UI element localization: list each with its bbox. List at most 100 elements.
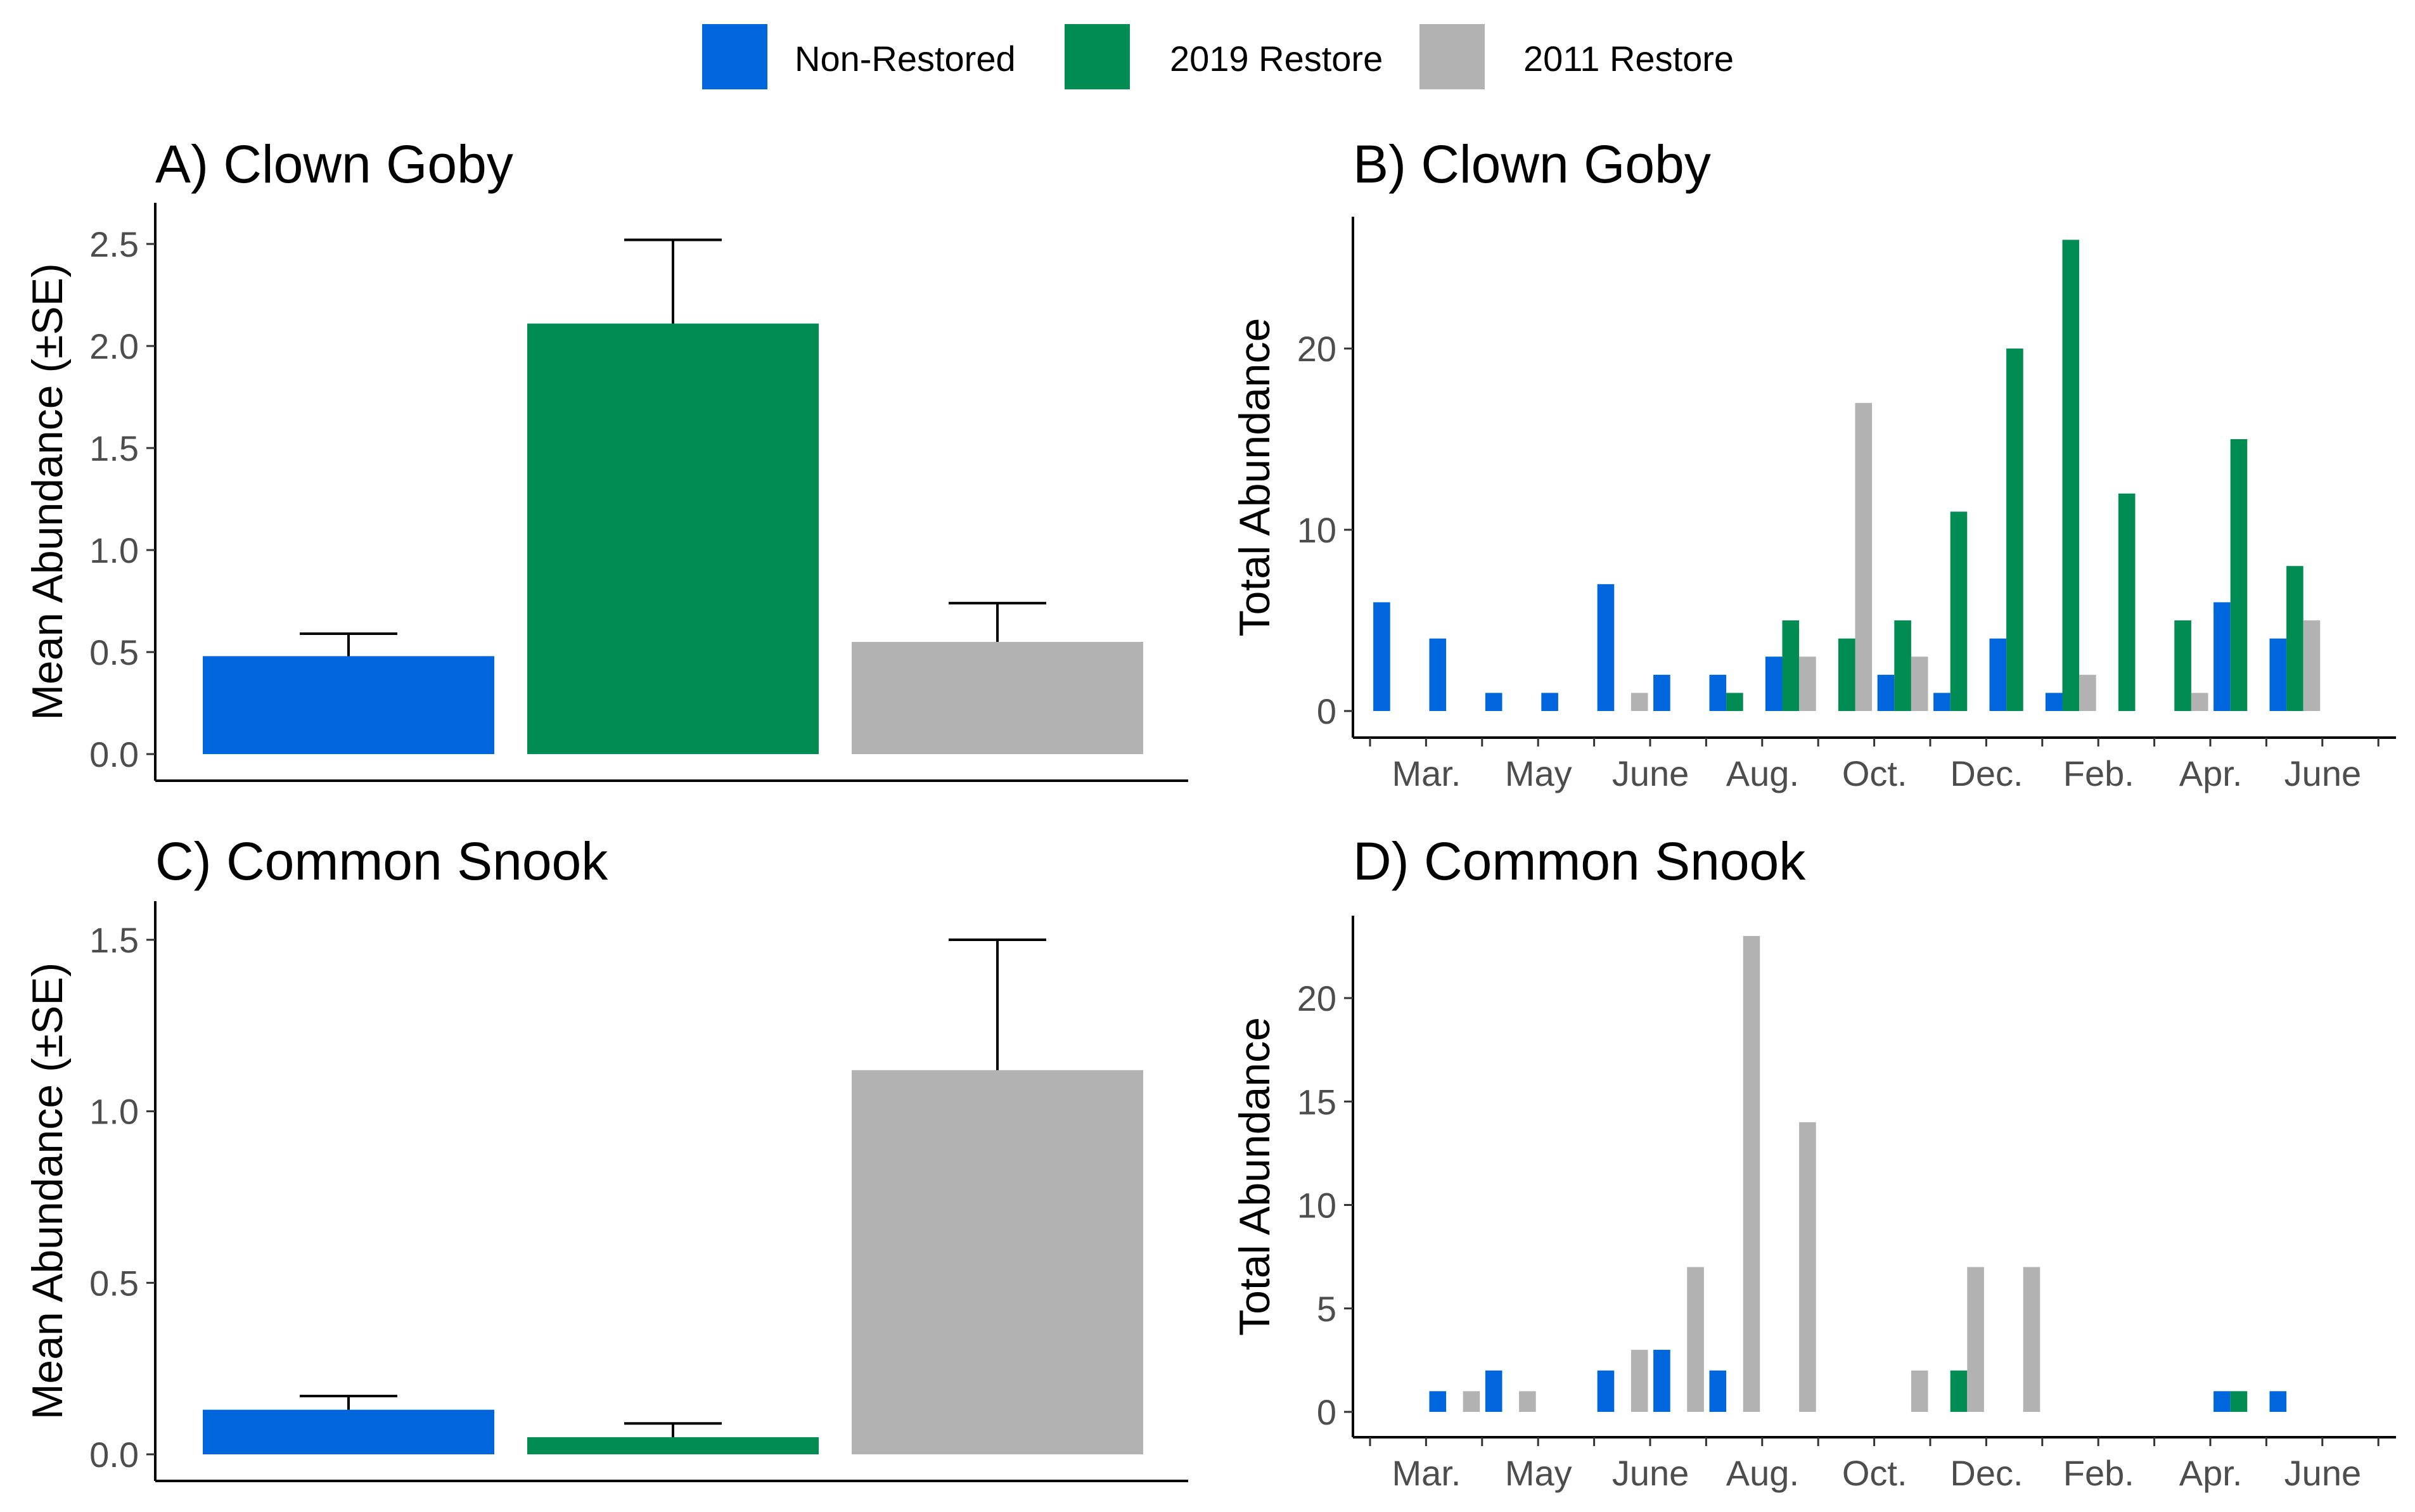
bar-b-m4-s0 xyxy=(1597,584,1615,711)
legend-label-2: 2011 Restore xyxy=(1523,39,1734,79)
bar-b-m15-s1 xyxy=(2230,439,2248,711)
bar-a-2 xyxy=(852,641,1143,754)
x-tick-label: Mar. xyxy=(1392,753,1461,793)
bar-b-m8-s2 xyxy=(1855,402,1873,711)
panel-a-clown-goby-mean: A) Clown Goby Mean Abundance (±SE) 0.0 0.5 1… xyxy=(23,134,1188,782)
bar-b-m14-s2 xyxy=(2191,693,2208,711)
y-tick-label: 0 xyxy=(1317,1392,1336,1432)
legend: Non-Restored 2019 Restore 2011 Restore xyxy=(702,24,1734,89)
x-tick-label: June xyxy=(2284,753,2361,793)
y-tick-label: 1.5 xyxy=(89,428,139,468)
bar-b-m10-s0 xyxy=(1933,693,1951,711)
bar-a-1 xyxy=(527,323,819,755)
x-tick-label: June xyxy=(1612,1453,1689,1493)
bar-b-m12-s0 xyxy=(2045,693,2063,711)
y-tick-label: 10 xyxy=(1297,1186,1336,1226)
panel-b-clown-goby-total: B) Clown Goby Total Abundance 0 10 20 Mar. May… xyxy=(1231,134,2396,793)
panel-d-common-snook-total: D) Common Snook Total Abundance 0 5 10 15 20 Ma… xyxy=(1231,831,2396,1493)
y-tick-label: 0.0 xyxy=(89,734,139,774)
bar-d-m6-s2 xyxy=(1743,936,1760,1412)
y-tick-label: 10 xyxy=(1297,510,1336,550)
y-tick-label: 1.0 xyxy=(89,1092,139,1132)
panel-c-title: C) Common Snook xyxy=(155,831,608,891)
x-tick-label: May xyxy=(1505,753,1572,793)
y-tick-label: 1.0 xyxy=(89,530,139,570)
bar-b-m16-s1 xyxy=(2286,566,2303,711)
legend-swatch-1 xyxy=(1065,24,1130,89)
bar-b-m9-s2 xyxy=(1911,657,1928,711)
bar-b-m16-s0 xyxy=(2269,638,2287,711)
bar-b-m7-s1 xyxy=(1782,620,1800,711)
bar-b-m11-s0 xyxy=(1989,638,2007,711)
y-tick-label: 5 xyxy=(1317,1289,1336,1329)
bar-d-m9-s2 xyxy=(1911,1370,1928,1412)
x-tick-label: Apr. xyxy=(2179,753,2243,793)
y-tick-label: 15 xyxy=(1297,1082,1336,1122)
bar-b-m12-s2 xyxy=(2079,674,2096,711)
y-tick-label: 0 xyxy=(1317,691,1336,731)
y-axis-label: Total Abundance xyxy=(1231,318,1279,637)
bar-d-m7-s2 xyxy=(1799,1122,1816,1412)
y-tick-label: 1.5 xyxy=(89,920,139,960)
x-tick-label: May xyxy=(1505,1453,1572,1493)
bar-d-m1-s2 xyxy=(1463,1391,1480,1412)
bar-d-m10-s2 xyxy=(1967,1267,1984,1412)
bar-b-m4-s2 xyxy=(1630,693,1648,711)
bar-b-m9-s1 xyxy=(1894,620,1911,711)
x-tick-label: Oct. xyxy=(1842,1453,1907,1493)
bar-d-m2-s0 xyxy=(1485,1370,1502,1412)
bar-d-m10-s1 xyxy=(1950,1370,1968,1412)
bar-b-m3-s0 xyxy=(1541,693,1558,711)
x-tick-label: June xyxy=(2284,1453,2361,1493)
y-tick-label: 0.5 xyxy=(89,632,139,672)
bar-d-m4-s0 xyxy=(1597,1370,1615,1412)
bar-d-m5-s0 xyxy=(1653,1350,1670,1412)
bar-b-m15-s0 xyxy=(2213,602,2231,711)
y-tick-label: 20 xyxy=(1297,329,1336,369)
panel-a-title: A) Clown Goby xyxy=(155,134,513,194)
bar-b-m16-s2 xyxy=(2303,620,2321,711)
bar-b-m6-s1 xyxy=(1726,693,1743,711)
bar-c-2 xyxy=(852,1070,1143,1454)
bar-d-m5-s2 xyxy=(1687,1267,1704,1412)
bar-c-1 xyxy=(527,1437,819,1454)
x-tick-label: Feb. xyxy=(2063,753,2134,793)
bar-b-m8-s1 xyxy=(1838,638,1855,711)
bar-b-m5-s0 xyxy=(1653,674,1670,711)
bar-b-m7-s0 xyxy=(1765,657,1783,711)
panel-b-title: B) Clown Goby xyxy=(1353,134,1711,194)
y-axis-label: Total Abundance xyxy=(1231,1017,1279,1336)
x-tick-label: June xyxy=(1612,753,1689,793)
y-axis-label: Mean Abundance (±SE) xyxy=(23,263,72,721)
bar-d-m16-s0 xyxy=(2269,1391,2287,1412)
bar-d-m1-s0 xyxy=(1429,1391,1447,1412)
bar-a-0 xyxy=(203,656,494,754)
x-tick-label: Oct. xyxy=(1842,753,1907,793)
y-tick-label: 20 xyxy=(1297,978,1336,1018)
x-tick-label: Dec. xyxy=(1950,753,2023,793)
bar-c-0 xyxy=(203,1409,494,1454)
y-tick-label: 0.5 xyxy=(89,1263,139,1303)
bar-b-m10-s1 xyxy=(1950,511,1968,711)
x-tick-label: Feb. xyxy=(2063,1453,2134,1493)
bar-d-m2-s2 xyxy=(1519,1391,1536,1412)
x-tick-label: Mar. xyxy=(1392,1453,1461,1493)
bar-b-m9-s0 xyxy=(1877,674,1895,711)
bar-d-m4-s2 xyxy=(1630,1350,1648,1412)
legend-label-1: 2019 Restore xyxy=(1170,39,1383,79)
bar-d-m15-s1 xyxy=(2230,1391,2248,1412)
panel-c-common-snook-mean: C) Common Snook Mean Abundance (±SE) 0.0 0.… xyxy=(23,831,1188,1482)
y-tick-label: 2.0 xyxy=(89,326,139,366)
y-tick-label: 0.0 xyxy=(89,1435,139,1475)
legend-label-0: Non-Restored xyxy=(795,39,1016,79)
x-tick-label: Apr. xyxy=(2179,1453,2243,1493)
bar-b-m0-s0 xyxy=(1373,602,1390,711)
y-tick-label: 2.5 xyxy=(89,224,139,264)
bar-b-m12-s1 xyxy=(2062,240,2080,711)
x-tick-label: Aug. xyxy=(1726,1453,1799,1493)
bar-b-m1-s0 xyxy=(1429,638,1447,711)
panel-d-title: D) Common Snook xyxy=(1353,831,1806,891)
bar-b-m11-s1 xyxy=(2006,349,2023,711)
x-tick-label: Aug. xyxy=(1726,753,1799,793)
